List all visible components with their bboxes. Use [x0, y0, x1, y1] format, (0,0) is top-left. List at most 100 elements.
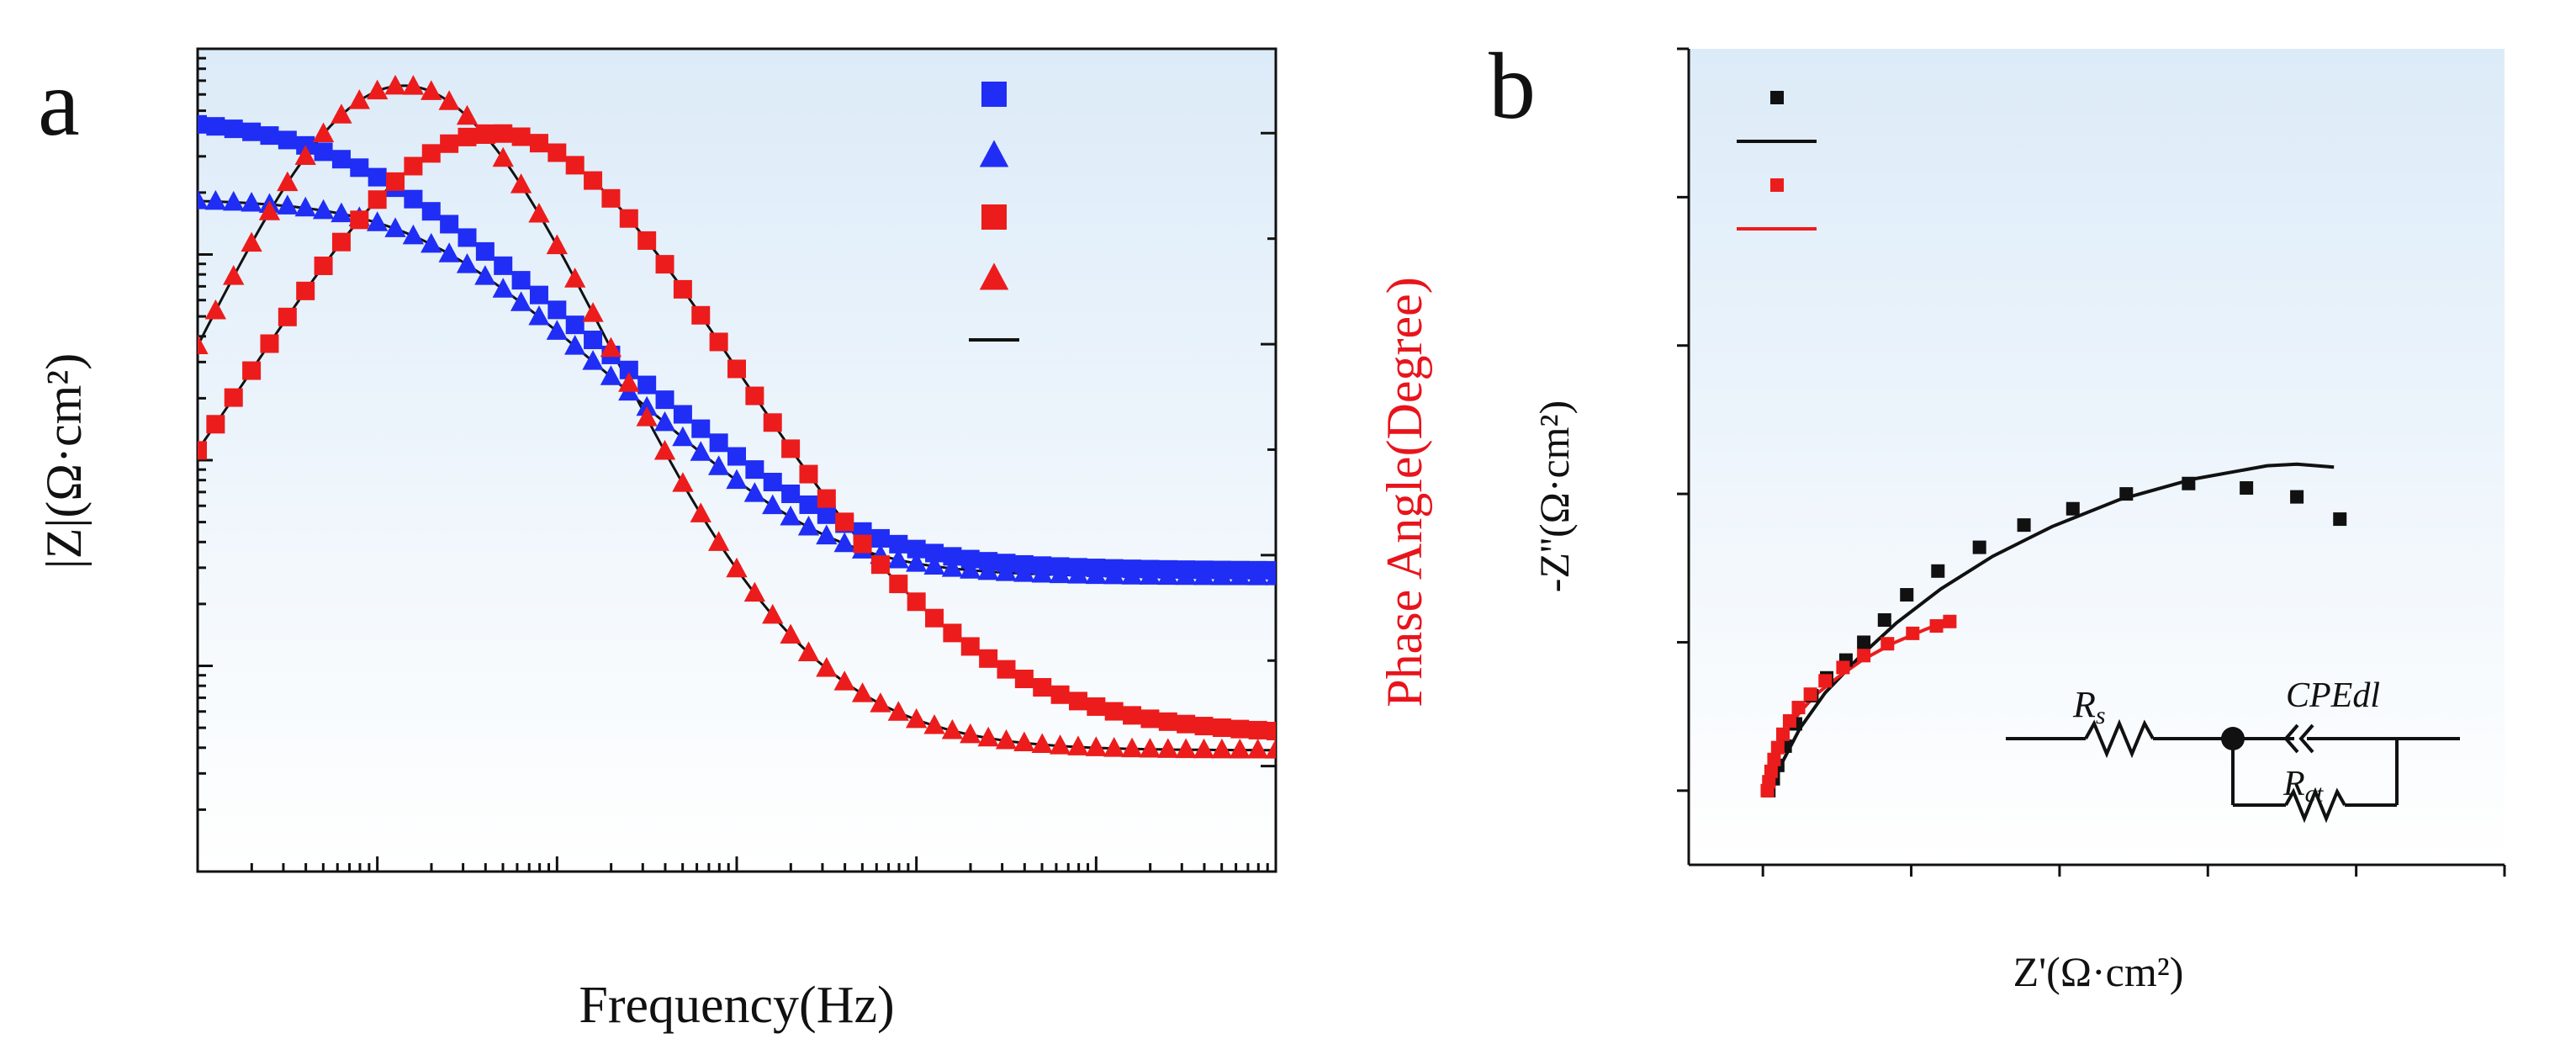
phase-initial-point: [510, 173, 532, 193]
phase-usrped-point: [889, 575, 908, 594]
phase-usrped-point: [458, 127, 477, 146]
modulus-usrped-point: [529, 285, 548, 305]
phase-usrped-point: [1104, 702, 1124, 721]
nyquist-point: [1943, 614, 1957, 628]
phase-initial-point: [636, 406, 658, 427]
phase-initial-point: [1175, 738, 1197, 759]
phase-usrped-point: [565, 156, 584, 175]
modulus-usrped-point: [494, 256, 513, 275]
modulus-initial-point: [636, 395, 658, 416]
phase-initial-point: [977, 726, 999, 747]
modulus-initial-point: [1103, 564, 1125, 585]
data-b: [1760, 462, 2347, 798]
phase-initial-point: [833, 670, 855, 691]
panel-label-a: a: [38, 51, 80, 156]
nyquist-point: [1770, 740, 1785, 755]
modulus-initial-point: [1265, 565, 1276, 586]
plot-area-b: [1689, 49, 2505, 865]
modulus-initial-point: [456, 253, 479, 273]
phase-usrped-point: [494, 124, 513, 143]
data-a: [198, 74, 1276, 759]
x-axis-label-b: Z'(Ω·cm²): [2013, 948, 2184, 995]
phase-initial-point: [384, 74, 406, 95]
phase-initial-point: [762, 603, 784, 624]
phase-usrped-point: [1123, 706, 1142, 725]
modulus-usrped-point: [763, 472, 782, 491]
modulus-usrped-point: [475, 241, 495, 261]
modulus-usrped-point: [907, 539, 926, 559]
nyquist-point: [1880, 637, 1895, 651]
phase-usrped-point: [1248, 720, 1267, 739]
phase-initial-point: [277, 171, 299, 192]
modulus-usrped-point: [817, 505, 836, 524]
modulus-usrped-point: [619, 360, 638, 379]
phase-initial-point: [223, 265, 245, 285]
nyquist-point: [1900, 588, 1914, 602]
phase-initial-point: [1265, 739, 1276, 759]
modulus-initial-point: [762, 494, 784, 515]
modulus-usrped-point: [458, 228, 477, 247]
nyquist-point: [1931, 564, 1945, 578]
phase-initial-point: [1211, 738, 1233, 759]
modulus-initial-point: [438, 242, 460, 262]
nyquist-point: [2290, 490, 2304, 504]
phase-initial-point: [402, 75, 425, 95]
cpe-symbol-right: [2298, 723, 2314, 754]
phase-initial-point: [528, 202, 550, 223]
phase-usrped-point: [1068, 692, 1087, 711]
modulus-initial-point: [402, 224, 425, 245]
nyquist-point: [1782, 713, 1796, 728]
modulus-initial-point: [331, 202, 352, 223]
phase-usrped-point: [943, 623, 962, 643]
legend-triangle-marker: [979, 140, 1009, 167]
modulus-initial-point: [1175, 564, 1197, 586]
phase-initial-point: [1139, 738, 1161, 758]
modulus-usrped-point: [799, 495, 818, 514]
phase-initial-point: [1031, 733, 1053, 754]
phase-initial-point: [564, 268, 586, 288]
modulus-initial-point: [923, 554, 945, 575]
modulus-usrped-point: [404, 189, 423, 209]
cpe-symbol-left: [2283, 723, 2299, 754]
modulus-initial-point: [204, 189, 227, 210]
phase-usrped-point: [601, 188, 621, 208]
phase-initial-point: [474, 124, 496, 144]
modulus-initial-point: [1049, 563, 1071, 584]
nyquist-point: [2182, 476, 2196, 490]
modulus-usrped-point: [198, 114, 207, 134]
modulus-initial-point: [906, 552, 928, 572]
modulus-initial-point: [294, 196, 316, 217]
modulus-initial-point: [797, 515, 820, 536]
phase-usrped-point: [260, 334, 279, 353]
phase-usrped-point: [745, 386, 764, 405]
modulus-initial-point: [421, 232, 442, 253]
phase-initial-point: [1049, 734, 1071, 755]
modulus-usrped-point: [565, 315, 584, 335]
phase-initial-point: [1103, 737, 1125, 757]
phase-usrped-point: [296, 281, 315, 300]
modulus-initial-point: [241, 191, 262, 212]
modulus-initial-point: [223, 190, 245, 211]
phase-usrped-point: [242, 361, 262, 380]
modulus-usrped-point: [242, 122, 262, 141]
nyquist-point: [2017, 518, 2031, 533]
phase-usrped-point: [727, 359, 746, 379]
legend-a: [969, 82, 1019, 342]
phase-initial-point: [726, 557, 748, 578]
resistor-rs-symbol: [2084, 718, 2155, 759]
legend-b: [1737, 91, 1817, 231]
phase-initial-point: [294, 145, 316, 166]
phase-usrped-point: [619, 209, 638, 228]
circuit-node: [2221, 727, 2245, 750]
modulus-usrped-point: [727, 447, 746, 466]
modulus-initial-point: [384, 217, 406, 237]
phase-initial-point: [1193, 738, 1215, 759]
phase-initial-point: [348, 89, 370, 109]
nyquist-point: [2333, 512, 2347, 527]
modulus-usrped-point: [943, 547, 962, 566]
modulus-usrped-point: [224, 119, 243, 139]
phase-initial-point: [331, 103, 352, 124]
phase-initial-point: [204, 299, 227, 320]
nyquist-point: [2119, 487, 2134, 501]
phase-usrped-point: [1087, 697, 1106, 716]
